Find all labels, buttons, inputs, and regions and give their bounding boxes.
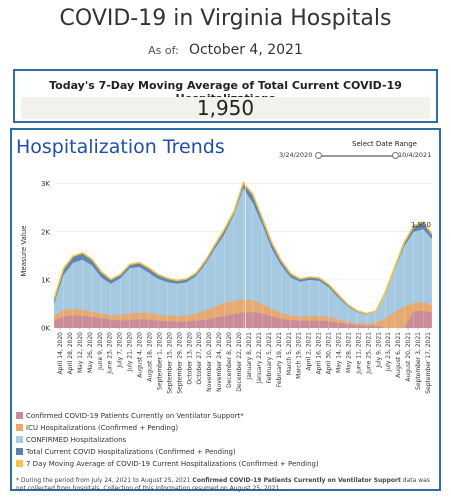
legend-item-total[interactable]: Total Current COVID Hospitalizations (Co… — [16, 446, 319, 458]
x-tick-label: August 20, 2021 — [405, 332, 412, 382]
last-value-label: 1,950 — [411, 221, 431, 229]
x-tick-label: August 18, 2020 — [147, 332, 154, 382]
date-range-end-handle[interactable] — [392, 152, 399, 159]
legend-swatch — [16, 412, 23, 419]
x-tick-label: September 1, 2020 — [156, 332, 163, 390]
kpi-value-box: 1,950 — [21, 97, 430, 119]
x-tick-label: April 2, 2021 — [306, 332, 313, 371]
x-tick-label: March 5, 2021 — [286, 332, 293, 375]
date-range-label: Select Date Range — [352, 140, 417, 148]
x-tick-label: December 8, 2020 — [226, 332, 233, 388]
x-tick-label: January 22, 2021 — [256, 332, 263, 385]
legend-label: ICU Hospitalizations (Confirmed + Pendin… — [26, 424, 179, 432]
footnote-suffix: data was not collected from hospitals. C… — [16, 477, 430, 492]
hospitalization-trends-panel: Hospitalization Trends Select Date Range… — [10, 128, 441, 493]
date-range-end: 10/4/2021 — [398, 151, 432, 159]
series-moving-average-line — [53, 181, 433, 315]
y-axis-label: Measure Value — [20, 225, 28, 276]
x-tick-label: July 9, 2021 — [375, 332, 382, 369]
x-tick-label: July 7, 2020 — [117, 332, 124, 369]
x-tick-label: April 16, 2021 — [316, 332, 323, 375]
trends-title: Hospitalization Trends — [16, 136, 225, 158]
as-of-row: As of: October 4, 2021 — [0, 42, 451, 58]
x-tick-label: August 6, 2021 — [395, 332, 402, 378]
x-tick-label: May 28, 2021 — [345, 332, 352, 373]
legend-label: Confirmed COVID-19 Patients Currently on… — [26, 412, 244, 420]
x-tick-label: April 30, 2021 — [326, 332, 333, 375]
x-tick-label: March 19, 2021 — [296, 332, 303, 379]
x-tick-label: July 23, 2021 — [385, 332, 392, 373]
x-tick-label: September 15, 2020 — [166, 332, 173, 394]
legend-swatch — [16, 436, 23, 443]
legend-label: 7 Day Moving Average of COVID-19 Current… — [26, 460, 319, 468]
x-tick-label: October 27, 2020 — [196, 332, 203, 385]
x-tick-label: November 10, 2020 — [206, 332, 213, 392]
x-tick-label: June 11, 2021 — [355, 332, 362, 375]
x-tick-label: February 19, 2021 — [276, 332, 283, 387]
chart-legend: Confirmed COVID-19 Patients Currently on… — [16, 410, 319, 470]
x-tick-label: January 8, 2021 — [246, 332, 253, 381]
legend-item-confirmed[interactable]: CONFIRMED Hospitalizations — [16, 434, 319, 446]
x-tick-label: September 17, 2021 — [425, 332, 432, 394]
legend-item-moving-average[interactable]: 7 Day Moving Average of COVID-19 Current… — [16, 458, 319, 470]
footnote-bold: Confirmed COVID-19 Patients Currently on… — [192, 477, 401, 484]
y-tick-label: 1K — [41, 276, 50, 284]
footnote-prefix: * During the period from July 24, 2021 t… — [16, 477, 193, 484]
as-of-label: As of: — [148, 44, 179, 57]
date-range-start: 3/24/2020 — [279, 151, 313, 159]
kpi-value: 1,950 — [196, 96, 255, 120]
x-tick-label: June 9, 2020 — [97, 332, 104, 371]
x-tick-label: September 3, 2021 — [415, 332, 422, 390]
date-range-start-handle[interactable] — [315, 152, 322, 159]
x-tick-label: October 13, 2020 — [186, 332, 193, 385]
x-tick-label: May 12, 2020 — [77, 332, 84, 373]
hospitalization-chart: 0K 1K 2K 3K Measure Value 1,950 April 14, 2020… — [20, 174, 433, 394]
legend-item-icu[interactable]: ICU Hospitalizations (Confirmed + Pendin… — [16, 422, 319, 434]
y-tick-label: 3K — [41, 180, 50, 188]
x-tick-label: May 26, 2020 — [87, 332, 94, 373]
kpi-card: Today's 7-Day Moving Average of Total Cu… — [13, 69, 438, 123]
legend-swatch — [16, 424, 23, 431]
page-title: COVID-19 in Virginia Hospitals — [59, 6, 392, 31]
y-tick-label: 0K — [41, 325, 50, 333]
x-tick-label: June 23, 2020 — [107, 332, 114, 375]
x-tick-label: May 14, 2021 — [335, 332, 342, 373]
x-tick-label: November 24, 2020 — [216, 332, 223, 392]
y-tick-label: 2K — [41, 228, 50, 236]
legend-item-ventilator[interactable]: Confirmed COVID-19 Patients Currently on… — [16, 410, 319, 422]
x-tick-label: July 21, 2020 — [127, 332, 134, 373]
x-tick-label: April 14, 2020 — [57, 332, 64, 375]
ventilator-footnote: * During the period from July 24, 2021 t… — [16, 477, 436, 493]
as-of-date: October 4, 2021 — [188, 42, 303, 58]
x-tick-label: April 28, 2020 — [67, 332, 74, 375]
legend-swatch — [16, 448, 23, 455]
x-tick-label: February 5, 2021 — [266, 332, 273, 384]
date-range-slider[interactable] — [315, 152, 399, 159]
legend-label: CONFIRMED Hospitalizations — [26, 436, 127, 444]
legend-label: Total Current COVID Hospitalizations (Co… — [26, 448, 236, 456]
x-tick-label: August 4, 2020 — [137, 332, 144, 378]
x-tick-label: June 25, 2021 — [365, 332, 372, 375]
x-tick-label: December 22, 2020 — [236, 332, 243, 392]
legend-swatch — [16, 460, 23, 467]
x-tick-label: September 29, 2020 — [176, 332, 183, 394]
